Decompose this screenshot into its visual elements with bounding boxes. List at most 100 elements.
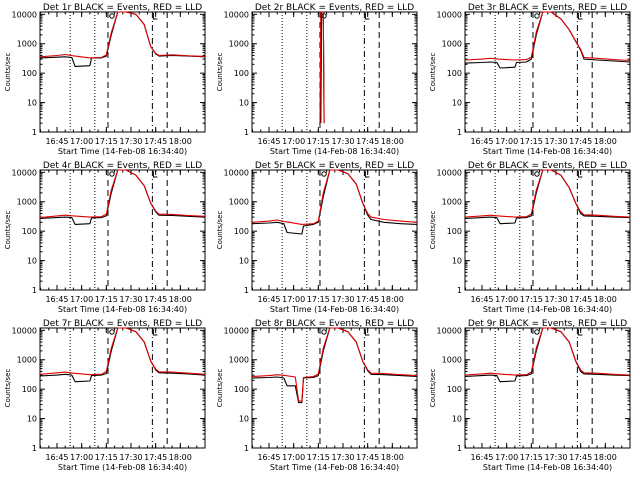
panel-title: Det 2r BLACK = Events, RED = LLD (255, 3, 414, 13)
x-tick-label: 17:15 (95, 453, 118, 462)
x-tick-label: 17:30 (119, 295, 142, 304)
x-tick-label: 17:45 (144, 295, 167, 304)
x-tick-label: 17:30 (331, 137, 354, 146)
y-tick-label: 1000 (17, 356, 37, 365)
x-axis-label: Start Time (14-Feb-08 16:34:40) (483, 305, 612, 314)
x-tick-label: 18:00 (169, 137, 192, 146)
y-tick-label: 10 (452, 257, 462, 266)
y-tick-label: 10 (452, 415, 462, 424)
x-tick-label: 17:15 (520, 295, 543, 304)
x-tick-label: 17:30 (331, 453, 354, 462)
y-tick-label: 1000 (442, 356, 462, 365)
detector-panel: Det 4r BLACK = Events, RED = LLD 1 10 100 10… (4, 161, 206, 314)
y-tick-label: 100 (234, 69, 249, 78)
x-tick-label: 17:45 (569, 137, 592, 146)
plot-frame (39, 327, 206, 449)
detector-panel: Det 2r BLACK = Events, RED = LLD 1 10 100 10… (216, 3, 418, 156)
x-tick-label: 17:15 (307, 295, 330, 304)
panel-title: Det 1r BLACK = Events, RED = LLD (43, 3, 202, 13)
x-axis-label: Start Time (14-Feb-08 16:34:40) (270, 147, 399, 156)
marker-loop-symbol (534, 329, 540, 335)
detector-panel: Det 6r BLACK = Events, RED = LLD 1 10 100 10… (429, 161, 631, 314)
y-tick-label: 1000 (229, 356, 249, 365)
y-axis-label: Counts/sec (4, 369, 12, 408)
y-tick-label: 10 (27, 415, 37, 424)
x-tick-label: 17:45 (356, 137, 379, 146)
x-tick-label: 18:00 (381, 295, 404, 304)
marker-bracket-symbol (364, 329, 370, 336)
plot-frame (251, 169, 418, 291)
x-tick-label: 16:45 (257, 137, 280, 146)
y-tick-label: 10000 (12, 10, 37, 19)
lld-series-line (464, 169, 631, 218)
x-tick-label: 18:00 (169, 295, 192, 304)
x-tick-label: 17:15 (95, 295, 118, 304)
y-tick-label: 10000 (437, 10, 462, 19)
x-tick-label: 17:00 (282, 137, 305, 146)
plot-frame (251, 11, 418, 133)
y-tick-label: 10 (452, 99, 462, 108)
events-series-line (39, 327, 206, 383)
marker-bracket-symbol (364, 13, 370, 20)
y-tick-label: 1000 (17, 40, 37, 49)
marker-bracket-symbol (364, 171, 370, 178)
plot-frame (39, 169, 206, 291)
lld-series-line (39, 169, 206, 219)
y-axis-label: Counts/sec (216, 53, 224, 92)
marker-loop-symbol (109, 329, 115, 335)
marker-loop-symbol (109, 13, 115, 19)
y-axis-label: Counts/sec (4, 53, 12, 92)
x-tick-label: 17:15 (95, 137, 118, 146)
detector-panel: Det 3r BLACK = Events, RED = LLD 1 10 100 10… (429, 3, 631, 156)
x-tick-label: 17:00 (70, 295, 93, 304)
x-tick-label: 16:45 (257, 453, 280, 462)
x-tick-label: 17:00 (282, 453, 305, 462)
marker-loop-symbol (321, 171, 327, 177)
x-tick-label: 17:45 (356, 295, 379, 304)
plot-frame (464, 11, 631, 133)
x-tick-label: 17:00 (495, 137, 518, 146)
x-axis-label: Start Time (14-Feb-08 16:34:40) (483, 147, 612, 156)
y-tick-label: 10000 (224, 326, 249, 335)
x-tick-label: 17:30 (119, 453, 142, 462)
x-tick-label: 16:45 (257, 295, 280, 304)
x-tick-label: 17:45 (569, 295, 592, 304)
x-tick-label: 18:00 (381, 137, 404, 146)
x-tick-label: 16:45 (470, 295, 493, 304)
plot-frame (464, 327, 631, 449)
x-tick-label: 17:45 (356, 453, 379, 462)
detector-panel: Det 1r BLACK = Events, RED = LLD 1 10 100 10… (4, 3, 206, 156)
x-axis-label: Start Time (14-Feb-08 16:34:40) (270, 463, 399, 472)
panel-title: Det 6r BLACK = Events, RED = LLD (468, 161, 627, 171)
y-tick-label: 100 (447, 69, 462, 78)
x-tick-label: 17:45 (144, 453, 167, 462)
lld-series-line (39, 11, 206, 59)
panel-title: Det 7r BLACK = Events, RED = LLD (43, 319, 202, 329)
marker-loop-symbol (321, 13, 327, 19)
y-tick-label: 1000 (229, 198, 249, 207)
x-tick-label: 17:15 (307, 137, 330, 146)
events-series-line (251, 169, 418, 235)
detector-panel: Det 9r BLACK = Events, RED = LLD 1 10 100 10… (429, 319, 631, 472)
y-tick-label: 1000 (17, 198, 37, 207)
plot-frame (464, 169, 631, 291)
y-tick-label: 10000 (224, 10, 249, 19)
events-series-line (251, 327, 418, 404)
marker-bracket-symbol (577, 13, 583, 20)
y-tick-label: 1 (244, 286, 249, 295)
x-tick-label: 18:00 (169, 453, 192, 462)
lld-series-line (39, 327, 206, 376)
y-tick-label: 1 (457, 286, 462, 295)
y-tick-label: 10 (239, 415, 249, 424)
lld-series-line (319, 11, 325, 124)
x-tick-label: 18:00 (594, 453, 617, 462)
x-tick-label: 18:00 (594, 137, 617, 146)
y-axis-label: Counts/sec (4, 211, 12, 250)
marker-loop-symbol (534, 13, 540, 19)
y-tick-label: 1 (457, 444, 462, 453)
panel-title: Det 3r BLACK = Events, RED = LLD (468, 3, 627, 13)
y-tick-label: 100 (447, 385, 462, 394)
x-tick-label: 17:30 (119, 137, 142, 146)
marker-bracket-symbol (152, 171, 158, 178)
